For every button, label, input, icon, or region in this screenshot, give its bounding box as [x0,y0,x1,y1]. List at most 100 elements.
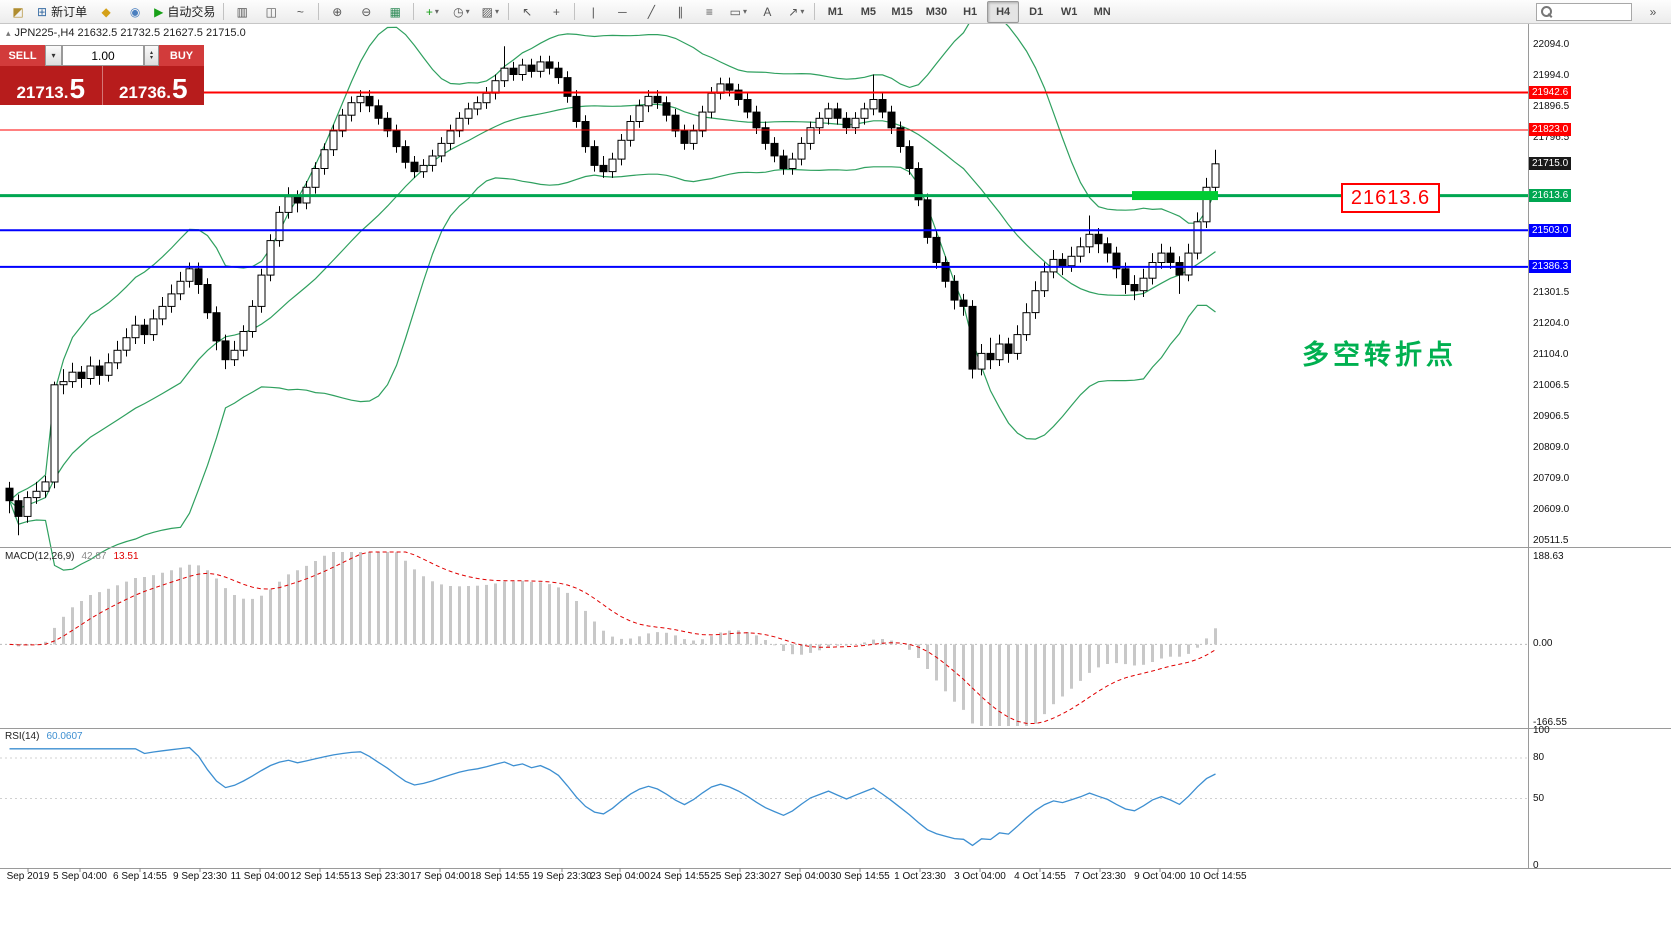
new-order-button[interactable]: ⊞ 新订单 [33,1,91,23]
candle-body [698,111,707,132]
time-axis-label: 24 Sep 14:55 [650,871,710,882]
autotrading-button[interactable]: ▶ 自动交易 [150,1,219,23]
shapes-button[interactable]: ▭ ▾ [724,1,752,23]
candle-body [14,500,23,517]
price-level-callout[interactable]: 21613.6 [1341,183,1440,213]
time-axis-label: 12 Sep 14:55 [290,871,350,882]
candle-body [842,117,851,129]
volume-stepper[interactable]: ▴ ▾ [144,45,159,66]
rsi-axis-label: 80 [1533,752,1545,763]
candle-body [833,108,842,119]
timeframe-m5[interactable]: M5 [860,5,876,18]
time-axis-label: 1 Oct 23:30 [894,871,946,882]
candle-body [896,127,905,147]
candle-body [770,142,779,157]
candle-body [1103,243,1112,254]
timeframe-m15[interactable]: M15 [891,5,913,18]
buy-price-big: 5 [171,73,188,105]
price-tag: 21613.6 [1529,189,1572,203]
price-axis-label: 21204.0 [1533,317,1570,329]
candle-body [311,168,320,188]
rsi-line [9,746,1216,847]
timeframe-mn[interactable]: MN [1093,5,1111,18]
candlestick-chart-button[interactable]: ◫ [257,1,285,23]
candle-body [428,155,437,166]
bar-chart-button[interactable]: ▥ [228,1,256,23]
buy-price[interactable]: 21736. 5 [103,66,205,105]
highlight-segment[interactable] [1132,191,1218,201]
sell-button[interactable]: SELL [0,45,45,66]
candle-body [869,99,878,110]
symbol-search [1536,2,1632,21]
clock-icon: ◷ [453,4,464,19]
candle-body [797,142,806,160]
zoom-in-button[interactable]: ⊕ [323,1,351,23]
text-button[interactable]: A [753,1,781,23]
candle-body [347,102,356,116]
candle-body [446,130,455,144]
timeframe-d1[interactable]: D1 [1029,5,1044,18]
candle-body [500,67,509,82]
candle-body [131,324,140,339]
timeframe-m1[interactable]: M1 [827,5,843,18]
channel-button[interactable]: ∥ [666,1,694,23]
candle-body [419,164,428,173]
time-axis-label: 7 Oct 23:30 [1074,871,1126,882]
candle-body [590,146,599,166]
toolbar-overflow-button[interactable]: » [1639,1,1667,23]
caret-down-icon: ▾ [494,7,499,16]
periods-button[interactable]: ◷ ▾ [447,1,475,23]
horizontal-line-icon: ─ [618,4,627,19]
candle-body [734,89,743,100]
horizontal-line-button[interactable]: ─ [608,1,636,23]
timeframe-w1[interactable]: W1 [1060,5,1078,18]
line-chart-button[interactable]: ~ [286,1,314,23]
crosshair-button[interactable]: + [542,1,570,23]
timeframe-h1[interactable]: H1 [963,5,978,18]
time-axis-label: 27 Sep 04:00 [770,871,830,882]
candle-body [977,352,986,370]
candle-body [878,99,887,113]
buy-button[interactable]: BUY [159,45,204,66]
candle-body [212,312,221,342]
metaeditor-button[interactable]: ◆ [92,1,120,23]
candle-body [644,95,653,107]
turning-point-annotation: 多空转折点 [1302,340,1457,370]
templates-button[interactable]: ▨ ▾ [476,1,504,23]
macd-indicator-label: MACD(12,26,9) 42.87 13.51 [5,551,139,562]
new-chart-button[interactable]: ◩ [4,1,32,23]
fibonacci-button[interactable]: ≡ [695,1,723,23]
candle-body [1004,343,1013,354]
cursor-button[interactable]: ↖ [513,1,541,23]
indicators-button[interactable]: + ▾ [418,1,446,23]
candle-body [50,384,59,483]
buy-price-main: 21736. [118,83,171,102]
volume-dropdown-button[interactable]: ▾ [45,45,62,66]
price-axis-label: 20709.0 [1533,473,1570,485]
price-tag: 21386.3 [1529,260,1572,274]
candle-body [302,186,311,204]
candle-body [707,92,716,113]
timeframe-h4[interactable]: H4 [987,0,1020,23]
time-axis-label: 19 Sep 23:30 [532,871,592,882]
candle-body [689,130,698,144]
market-button[interactable]: ◉ [121,1,149,23]
timeframe-m30[interactable]: M30 [925,5,948,18]
sell-price[interactable]: 21713. 5 [0,66,103,105]
candle-body [1040,271,1049,292]
vertical-line-button[interactable]: | [579,1,607,23]
arrow-tools-button[interactable]: ↗ ▾ [782,1,810,23]
candle-body [824,108,833,119]
search-input[interactable] [1556,4,1627,19]
tile-windows-button[interactable]: ▦ [381,1,409,23]
zoom-out-button[interactable]: ⊖ [352,1,380,23]
candle-body [401,146,410,163]
volume-input[interactable] [62,45,144,66]
toolbar-separator [814,3,816,20]
candle-body [572,95,581,123]
rsi-value: 60.0607 [46,731,83,742]
line-chart-icon: ~ [296,4,304,19]
trendline-button[interactable]: ╱ [637,1,665,23]
